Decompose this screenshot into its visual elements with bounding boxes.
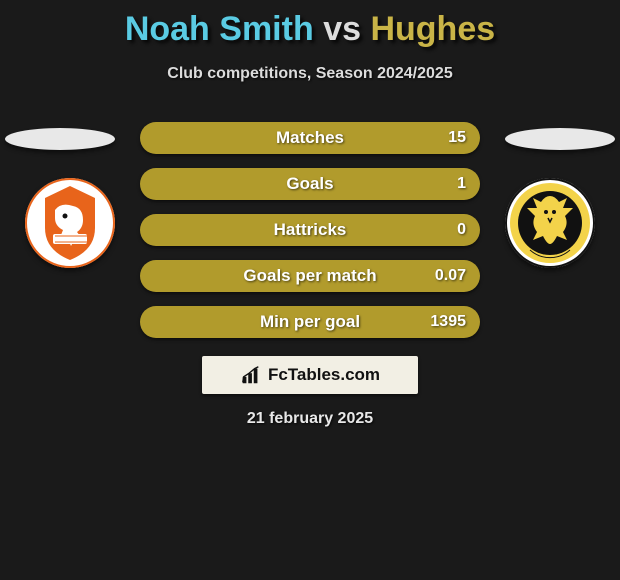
- vs-text: vs: [323, 10, 361, 48]
- stat-row-min-per-goal: Min per goal 1395: [140, 306, 480, 338]
- player1-name: Noah Smith: [125, 10, 314, 48]
- right-club-badge: [505, 178, 595, 268]
- stat-value: 15: [448, 129, 466, 147]
- stat-row-hattricks: Hattricks 0: [140, 214, 480, 246]
- stat-row-goals: Goals 1: [140, 168, 480, 200]
- stat-row-matches: Matches 15: [140, 122, 480, 154]
- bar-chart-icon: [240, 364, 262, 386]
- stat-label: Hattricks: [274, 220, 347, 240]
- stats-container: Matches 15 Goals 1 Hattricks 0 Goals per…: [140, 122, 480, 352]
- stat-label: Matches: [276, 128, 344, 148]
- stat-row-goals-per-match: Goals per match 0.07: [140, 260, 480, 292]
- stat-label: Goals per match: [243, 266, 376, 286]
- left-club-badge: [25, 178, 115, 268]
- brand-text: FcTables.com: [268, 365, 380, 385]
- comparison-title: Noah Smith vs Hughes: [0, 0, 620, 49]
- stat-label: Min per goal: [260, 312, 360, 332]
- player2-name: Hughes: [370, 10, 495, 48]
- wellington-phoenix-crest-icon: [505, 178, 595, 268]
- stat-value: 0: [457, 221, 466, 239]
- stat-value: 1: [457, 175, 466, 193]
- stat-label: Goals: [286, 174, 333, 194]
- date-line: 21 february 2025: [0, 410, 620, 428]
- stat-value: 1395: [430, 313, 466, 331]
- left-oval-decoration: [5, 128, 115, 150]
- right-oval-decoration: [505, 128, 615, 150]
- brand-box: FcTables.com: [202, 356, 418, 394]
- stat-value: 0.07: [435, 267, 466, 285]
- brisbane-roar-crest-icon: [25, 178, 115, 268]
- subtitle: Club competitions, Season 2024/2025: [0, 65, 620, 83]
